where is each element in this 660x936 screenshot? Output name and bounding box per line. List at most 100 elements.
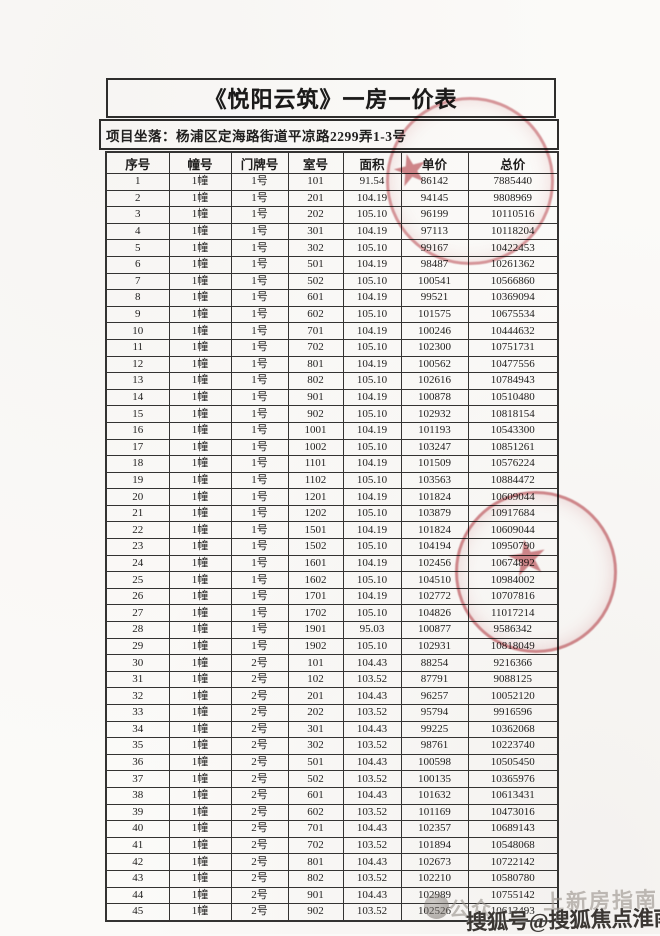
table-cell: 1幢 bbox=[168, 753, 232, 772]
table-cell: 10422453 bbox=[467, 239, 559, 257]
table-cell: 1幢 bbox=[168, 737, 232, 755]
table-cell: 2号 bbox=[230, 737, 289, 755]
table-cell: 1号 bbox=[230, 538, 289, 556]
project-location-label: 项目坐落： bbox=[106, 128, 176, 144]
table-cell: 105.10 bbox=[342, 471, 402, 490]
table-cell: 1号 bbox=[230, 173, 289, 191]
table-cell: 101824 bbox=[400, 488, 469, 506]
table-cell: 1501 bbox=[287, 521, 344, 540]
table-cell: 104.43 bbox=[342, 654, 402, 672]
table-cell: 1号 bbox=[230, 621, 289, 639]
table-cell: 105.10 bbox=[342, 272, 402, 291]
table-cell: 10851261 bbox=[467, 438, 559, 457]
table-cell: 801 bbox=[287, 853, 344, 871]
table-cell: 701 bbox=[287, 820, 344, 838]
table-cell: 86142 bbox=[400, 173, 469, 191]
table-cell: 104.19 bbox=[342, 455, 402, 473]
table-cell: 1号 bbox=[230, 338, 289, 357]
table-cell: 1幢 bbox=[168, 621, 232, 639]
watermark-sohu-account: 搜狐号@搜狐焦点淮南站 bbox=[465, 905, 660, 935]
table-cell: 104.19 bbox=[342, 222, 402, 241]
table-cell: 2号 bbox=[230, 704, 289, 722]
table-cell: 1号 bbox=[230, 322, 289, 340]
table-cell: 105.10 bbox=[342, 239, 402, 257]
table-cell: 10751731 bbox=[467, 338, 559, 357]
table-cell: 301 bbox=[287, 720, 344, 739]
table-cell: 602 bbox=[287, 803, 344, 822]
table-cell: 104.43 bbox=[342, 886, 402, 905]
table-cell: 1201 bbox=[287, 488, 344, 506]
table-cell: 105.10 bbox=[342, 305, 402, 324]
table-cell: 1幢 bbox=[168, 189, 232, 208]
table-cell: 7885440 bbox=[467, 173, 559, 191]
table-cell: 103563 bbox=[400, 471, 469, 490]
table-cell: 12 bbox=[105, 355, 170, 374]
table-cell: 2号 bbox=[230, 720, 289, 739]
table-cell: 602 bbox=[287, 305, 344, 324]
table-row: 21 1幢 1号 1202 105.10 103879 10917684 bbox=[105, 504, 559, 523]
table-cell: 802 bbox=[287, 372, 344, 390]
table-cell: 101632 bbox=[400, 786, 469, 805]
table-cell: 13 bbox=[105, 372, 170, 390]
table-row: 30 1幢 2号 101 104.43 88254 9216366 bbox=[105, 654, 559, 672]
table-cell: 105.10 bbox=[342, 637, 402, 656]
table-row: 13 1幢 1号 802 105.10 102616 10784943 bbox=[105, 372, 559, 390]
table-row: 27 1幢 1号 1702 105.10 104826 11017214 bbox=[105, 604, 559, 623]
table-cell: 601 bbox=[287, 786, 344, 805]
table-cell: 1幢 bbox=[168, 637, 232, 656]
table-cell: 104826 bbox=[400, 604, 469, 623]
table-cell: 1幢 bbox=[168, 421, 232, 440]
table-row: 1 1幢 1号 101 91.54 86142 7885440 bbox=[105, 173, 559, 191]
table-cell: 101509 bbox=[400, 455, 469, 473]
table-row: 31 1幢 2号 102 103.52 87791 9088125 bbox=[105, 670, 559, 689]
table-row: 5 1幢 1号 302 105.10 99167 10422453 bbox=[105, 239, 559, 257]
table-cell: 104.43 bbox=[342, 853, 402, 871]
table-cell: 9 bbox=[105, 305, 170, 324]
table-cell: 104.19 bbox=[342, 255, 402, 274]
table-cell: 10689143 bbox=[467, 820, 559, 838]
table-cell: 9216366 bbox=[467, 654, 559, 672]
table-cell: 104510 bbox=[400, 571, 469, 589]
table-cell: 21 bbox=[105, 504, 170, 523]
table-cell: 100877 bbox=[400, 621, 469, 639]
table-cell: 103.52 bbox=[342, 869, 402, 888]
table-cell: 501 bbox=[287, 255, 344, 274]
table-row: 41 1幢 2号 702 103.52 101894 10548068 bbox=[105, 836, 559, 855]
table-cell: 1幢 bbox=[168, 289, 232, 307]
table-cell: 1号 bbox=[230, 604, 289, 623]
table-cell: 701 bbox=[287, 322, 344, 340]
table-row: 26 1幢 1号 1701 104.19 102772 10707816 bbox=[105, 587, 559, 606]
table-cell: 102 bbox=[287, 670, 344, 689]
table-cell: 10510480 bbox=[467, 388, 559, 407]
table-cell: 1幢 bbox=[168, 504, 232, 523]
table-cell: 1001 bbox=[287, 421, 344, 440]
table-cell: 1601 bbox=[287, 554, 344, 573]
table-cell: 43 bbox=[105, 869, 170, 888]
table-cell: 101894 bbox=[400, 836, 469, 855]
table-cell: 14 bbox=[105, 388, 170, 407]
table-cell: 1幢 bbox=[168, 604, 232, 623]
table-cell: 87791 bbox=[400, 670, 469, 689]
table-cell: 30 bbox=[105, 654, 170, 672]
table-cell: 96257 bbox=[400, 687, 469, 705]
table-cell: 10609044 bbox=[467, 488, 559, 506]
table-cell: 98761 bbox=[400, 737, 469, 755]
table-cell: 1号 bbox=[230, 272, 289, 291]
table-cell: 105.10 bbox=[342, 405, 402, 423]
table-cell: 1幢 bbox=[168, 654, 232, 672]
table-row: 10 1幢 1号 701 104.19 100246 10444632 bbox=[105, 322, 559, 340]
table-cell: 6 bbox=[105, 255, 170, 274]
table-cell: 801 bbox=[287, 355, 344, 374]
project-location-row: 项目坐落： 杨浦区定海路街道平凉路2299弄1-3号 bbox=[99, 119, 559, 150]
table-cell: 10261362 bbox=[467, 255, 559, 274]
table-cell: 1号 bbox=[230, 571, 289, 589]
table-cell: 97113 bbox=[400, 222, 469, 241]
table-cell: 1902 bbox=[287, 637, 344, 656]
table-row: 4 1幢 1号 301 104.19 97113 10118204 bbox=[105, 222, 559, 241]
table-cell: 1602 bbox=[287, 571, 344, 589]
table-cell: 41 bbox=[105, 836, 170, 855]
column-header: 门牌号 bbox=[230, 151, 289, 174]
table-cell: 1幢 bbox=[168, 538, 232, 556]
table-cell: 104.43 bbox=[342, 720, 402, 739]
table-cell: 1幢 bbox=[168, 670, 232, 689]
